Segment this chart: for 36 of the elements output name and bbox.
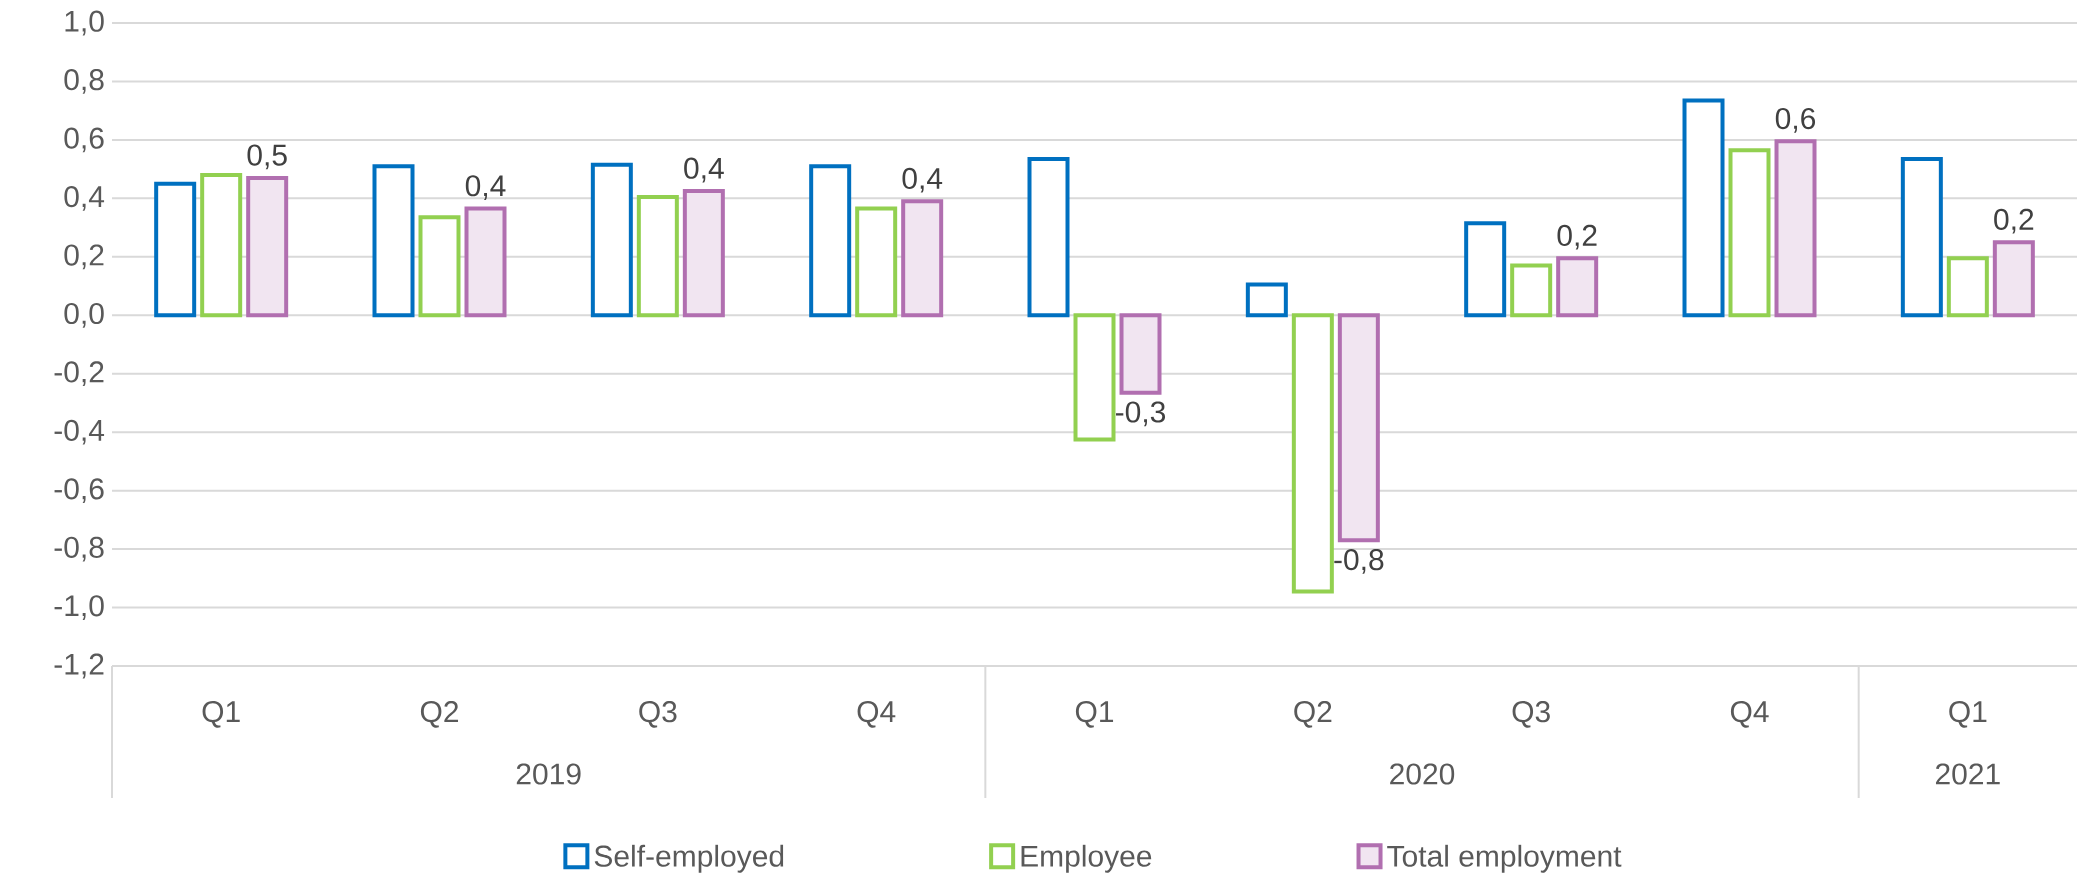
legend-label: Total employment xyxy=(1387,844,1622,873)
text: 2019 xyxy=(516,763,581,785)
y-tick-label: -0,2 xyxy=(54,361,104,387)
y-tick-label: 0,6 xyxy=(64,127,104,153)
data-label: 0,2 xyxy=(1994,208,2034,234)
data-label: 0,4 xyxy=(902,167,943,193)
y-tick-label: 0,8 xyxy=(64,69,104,94)
x-tick-label: Q1 xyxy=(202,701,240,728)
data-label: 0,4 xyxy=(684,157,724,183)
legend-label: Employee xyxy=(1021,844,1152,873)
x-tick-label: Q2 xyxy=(1294,701,1332,728)
text: 2020 xyxy=(1390,763,1455,785)
y-tick-label: -0,6 xyxy=(54,478,104,504)
x-tick-label: Q3 xyxy=(639,701,677,728)
x-tick-label: Q1 xyxy=(1075,701,1114,728)
x-tick-label: Q4 xyxy=(857,701,896,728)
data-label: -0,8 xyxy=(1334,548,1384,574)
y-tick-label: -0,4 xyxy=(54,419,105,445)
x-tick-label: Q3 xyxy=(1512,701,1550,728)
data-label: -0,3 xyxy=(1115,401,1166,427)
text: 2021 xyxy=(1935,763,2000,785)
y-tick-label: 1,0 xyxy=(65,10,104,36)
legend-label: Self-employed xyxy=(594,844,784,873)
y-tick-label: -0,8 xyxy=(54,536,104,562)
y-tick-label: -1,0 xyxy=(54,595,104,620)
y-tick-label: -1,2 xyxy=(54,653,104,679)
y-tick-label: 0,4 xyxy=(64,185,105,211)
x-tick-label: Q4 xyxy=(1730,701,1769,728)
data-label: 0,5 xyxy=(247,144,287,170)
x-tick-label: Q1 xyxy=(1949,701,1987,728)
data-label: 0,6 xyxy=(1775,107,1816,133)
y-tick-label: 0,0 xyxy=(64,302,104,328)
data-label: 0,4 xyxy=(465,175,506,200)
data-label: 0,2 xyxy=(1557,224,1597,250)
x-tick-label: Q2 xyxy=(420,701,459,728)
y-tick-label: 0,2 xyxy=(64,244,104,270)
